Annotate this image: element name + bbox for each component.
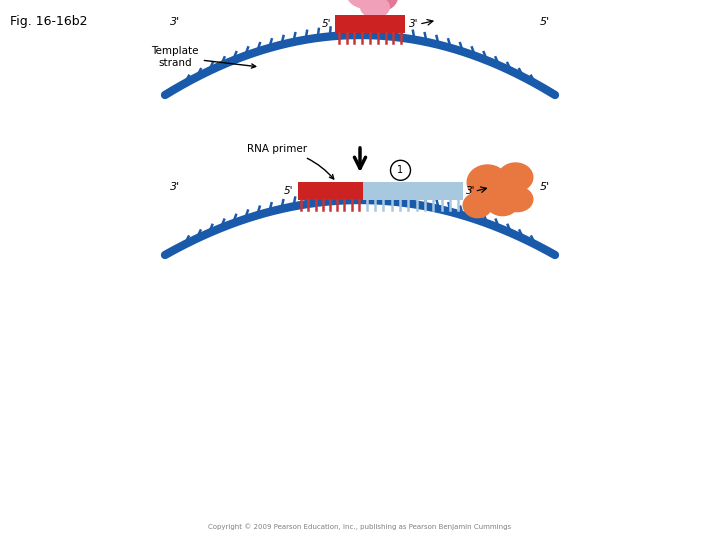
Ellipse shape [360, 0, 390, 18]
Text: Fig. 16-16b2: Fig. 16-16b2 [10, 15, 88, 28]
Text: RNA primer: RNA primer [248, 144, 333, 179]
Ellipse shape [498, 163, 534, 192]
Text: 5': 5' [540, 17, 550, 27]
Ellipse shape [467, 164, 508, 200]
Ellipse shape [364, 0, 398, 11]
Bar [362, 183, 462, 200]
Text: Template
strand: Template strand [151, 46, 256, 68]
Text: 5': 5' [322, 19, 331, 29]
Text: 5': 5' [540, 182, 550, 192]
Text: Copyright © 2009 Pearson Education, Inc., publishing as Pearson Benjamin Cumming: Copyright © 2009 Pearson Education, Inc.… [208, 523, 512, 530]
Bar [335, 15, 405, 33]
Text: 5': 5' [284, 186, 294, 197]
Ellipse shape [485, 188, 520, 217]
Text: 1: 1 [397, 165, 404, 176]
Text: 3': 3' [466, 186, 475, 197]
Text: 3': 3' [170, 182, 180, 192]
Ellipse shape [346, 0, 388, 9]
Ellipse shape [462, 192, 492, 218]
Text: 3': 3' [409, 19, 418, 29]
Text: 3': 3' [170, 17, 180, 27]
Ellipse shape [502, 186, 534, 212]
Circle shape [390, 160, 410, 180]
Bar [297, 183, 362, 200]
